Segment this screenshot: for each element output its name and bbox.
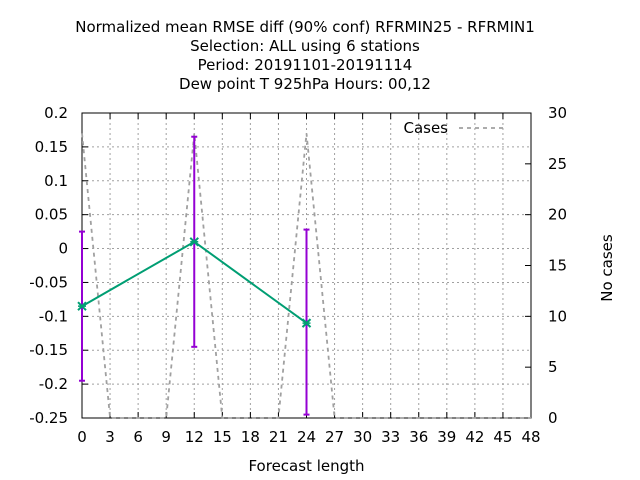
x-tick-label: 27: [325, 428, 344, 446]
x-tick-label: 21: [269, 428, 288, 446]
x-tick-label: 33: [381, 428, 400, 446]
x-tick-label: 6: [133, 428, 143, 446]
x-tick-label: 12: [185, 428, 204, 446]
y2-tick-label: 25: [548, 155, 567, 173]
x-tick-label: 45: [493, 428, 512, 446]
legend: Cases: [403, 119, 506, 137]
y-tick-label: 0.1: [44, 172, 68, 190]
x-axis: 0 3 6 9 12 15 18 21 24 27 30 33 36 39 42 45 48: [77, 113, 541, 446]
y-axis-left: 0.2 0.15 0.1 0.05 0 -0.05 -0.1 -0.15 -0.2 -0.25: [29, 104, 88, 427]
y2-axis-label: No cases: [598, 234, 616, 302]
y-tick-label: -0.2: [39, 375, 68, 393]
y-tick-label: 0.05: [35, 206, 68, 224]
data-point: [301, 318, 312, 328]
x-tick-label: 0: [77, 428, 87, 446]
y2-tick-label: 20: [548, 206, 567, 224]
x-tick-label: 9: [161, 428, 171, 446]
x-tick-label: 30: [353, 428, 372, 446]
x-tick-label: 42: [465, 428, 484, 446]
x-tick-label: 18: [241, 428, 260, 446]
y-tick-label: 0.2: [44, 104, 68, 122]
y-tick-label: -0.1: [39, 307, 68, 325]
chart-title: Normalized mean RMSE diff (90% conf) RFR…: [75, 18, 535, 93]
y-tick-label: -0.05: [29, 273, 68, 291]
y2-tick-label: 0: [548, 409, 558, 427]
y2-tick-label: 10: [548, 307, 567, 325]
legend-label-cases: Cases: [403, 119, 448, 137]
x-axis-label: Forecast length: [248, 457, 364, 475]
x-tick-label: 24: [297, 428, 316, 446]
x-tick-label: 36: [409, 428, 428, 446]
y-axis-right: 30 25 20 15 10 5 0: [525, 104, 567, 427]
y-tick-label: -0.15: [29, 341, 68, 359]
series: [77, 133, 531, 419]
data-point: [77, 301, 87, 311]
x-tick-label: 48: [521, 428, 540, 446]
title-line: Period: 20191101-20191114: [198, 56, 413, 74]
cases-series-line: [81, 133, 531, 419]
y2-tick-label: 15: [548, 257, 567, 275]
y2-tick-label: 30: [548, 104, 567, 122]
title-line: Normalized mean RMSE diff (90% conf) RFR…: [75, 18, 535, 36]
x-tick-label: 39: [437, 428, 456, 446]
y-tick-label: 0.15: [35, 138, 68, 156]
x-tick-label: 15: [213, 428, 232, 446]
title-line: Dew point T 925hPa Hours: 00,12: [179, 75, 431, 93]
y-tick-label: 0: [58, 240, 68, 258]
data-point: [189, 237, 199, 247]
y-tick-label: -0.25: [29, 409, 68, 427]
y2-tick-label: 5: [548, 358, 558, 376]
x-tick-label: 3: [105, 428, 115, 446]
title-line: Selection: ALL using 6 stations: [190, 37, 420, 55]
